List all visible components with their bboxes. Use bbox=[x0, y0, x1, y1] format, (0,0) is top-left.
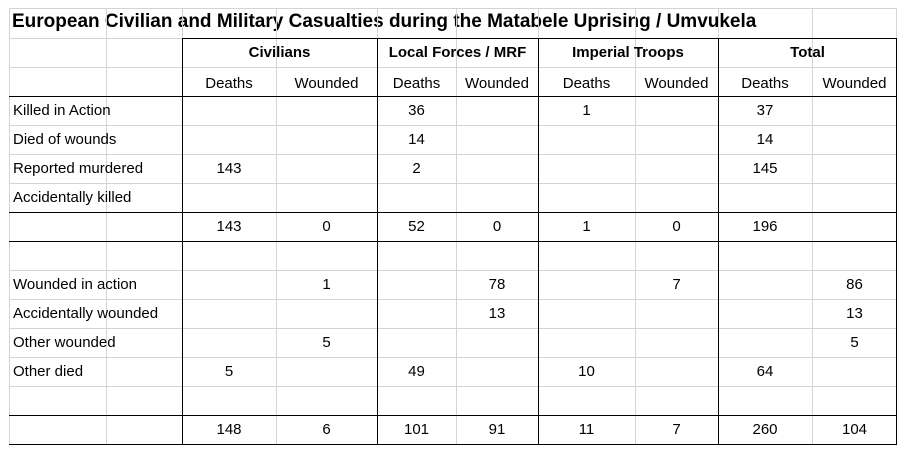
gridline-h bbox=[9, 270, 897, 271]
sub-header: Deaths bbox=[741, 75, 789, 92]
border-header-bottom bbox=[9, 96, 897, 97]
table-cell: 196 bbox=[752, 218, 778, 235]
table-cell: 7 bbox=[672, 421, 681, 438]
table-cell: 86 bbox=[846, 276, 863, 293]
table-cell: 5 bbox=[224, 363, 234, 380]
border-group-v bbox=[538, 38, 539, 445]
table-cell: 13 bbox=[846, 305, 863, 322]
border-header-top bbox=[182, 38, 897, 39]
table-cell: 5 bbox=[322, 334, 331, 351]
gridline-h bbox=[9, 125, 897, 126]
border-subtotal-top bbox=[9, 212, 897, 213]
table-cell: 260 bbox=[752, 421, 778, 438]
table-cell: 36 bbox=[408, 102, 425, 119]
border-group-v bbox=[718, 38, 719, 445]
table-cell: 1 bbox=[322, 276, 331, 293]
table-title: European Civilian and Military Casualtie… bbox=[12, 11, 757, 32]
table-cell: 37 bbox=[756, 102, 774, 119]
gridline-v bbox=[635, 8, 636, 445]
table-cell: 104 bbox=[841, 421, 868, 438]
row-label: Other died bbox=[13, 363, 84, 380]
sub-header: Wounded bbox=[822, 75, 887, 92]
table-cell: 13 bbox=[488, 305, 506, 322]
sub-header: Wounded bbox=[644, 75, 709, 92]
table-cell: 11 bbox=[578, 421, 595, 438]
sub-header: Deaths bbox=[205, 75, 253, 92]
gridline-v bbox=[9, 8, 10, 445]
table-cell: 1 bbox=[582, 218, 591, 235]
table-cell: 52 bbox=[408, 218, 425, 235]
table-cell: 1 bbox=[582, 102, 591, 119]
group-header: Total bbox=[790, 44, 825, 61]
table-cell: 101 bbox=[403, 421, 430, 438]
gridline-v bbox=[456, 8, 457, 445]
table-cell: 10 bbox=[578, 363, 595, 380]
table-cell: 14 bbox=[756, 131, 774, 148]
table-cell: 2 bbox=[412, 160, 421, 177]
row-label: Accidentally killed bbox=[13, 189, 132, 206]
gridline-v bbox=[276, 8, 277, 445]
border-group-v bbox=[377, 38, 378, 445]
table-cell: 0 bbox=[672, 218, 681, 235]
group-header: Imperial Troops bbox=[572, 44, 684, 61]
casualties-table: European Civilian and Military Casualtie… bbox=[9, 8, 897, 445]
border-group-v bbox=[182, 38, 183, 445]
gridline-h bbox=[9, 328, 897, 329]
gridline-h bbox=[9, 154, 897, 155]
table-cell: 5 bbox=[850, 334, 859, 351]
row-label: Accidentally wounded bbox=[13, 305, 159, 322]
border-total-top bbox=[9, 415, 897, 416]
gridline-h bbox=[9, 357, 897, 358]
border-right bbox=[896, 38, 897, 445]
gridline-h bbox=[9, 67, 897, 68]
sub-header: Deaths bbox=[392, 75, 441, 92]
row-label: Other wounded bbox=[13, 334, 116, 351]
table-cell: 148 bbox=[216, 421, 242, 438]
table-cell: 143 bbox=[216, 160, 242, 177]
row-label: Reported murdered bbox=[13, 160, 144, 177]
row-label: Wounded in action bbox=[13, 276, 137, 293]
table-cell: 49 bbox=[408, 363, 425, 380]
gridline-h bbox=[9, 183, 897, 184]
gridline-v bbox=[812, 8, 813, 445]
table-cell: 64 bbox=[756, 363, 774, 380]
border-subtotal-bottom bbox=[9, 241, 897, 242]
gridline-h bbox=[9, 386, 897, 387]
group-header: Local Forces / MRF bbox=[388, 44, 527, 61]
table-cell: 145 bbox=[752, 160, 778, 177]
sub-header: Wounded bbox=[294, 75, 359, 92]
table-cell: 143 bbox=[216, 218, 242, 235]
table-cell: 14 bbox=[408, 131, 425, 148]
border-total-bottom bbox=[9, 444, 897, 445]
gridline-h bbox=[9, 8, 897, 9]
row-label: Killed in Action bbox=[13, 102, 111, 119]
table-cell: 7 bbox=[672, 276, 681, 293]
group-header: Civilians bbox=[248, 44, 311, 61]
table-cell: 0 bbox=[492, 218, 502, 235]
table-cell: 6 bbox=[322, 421, 331, 438]
row-label: Died of wounds bbox=[13, 131, 117, 148]
table-cell: 78 bbox=[488, 276, 506, 293]
sub-header: Deaths bbox=[562, 75, 611, 92]
gridline-h bbox=[9, 299, 897, 300]
gridline-v bbox=[106, 8, 107, 445]
sub-header: Wounded bbox=[465, 75, 529, 92]
table-cell: 91 bbox=[488, 421, 506, 438]
table-cell: 0 bbox=[322, 218, 331, 235]
